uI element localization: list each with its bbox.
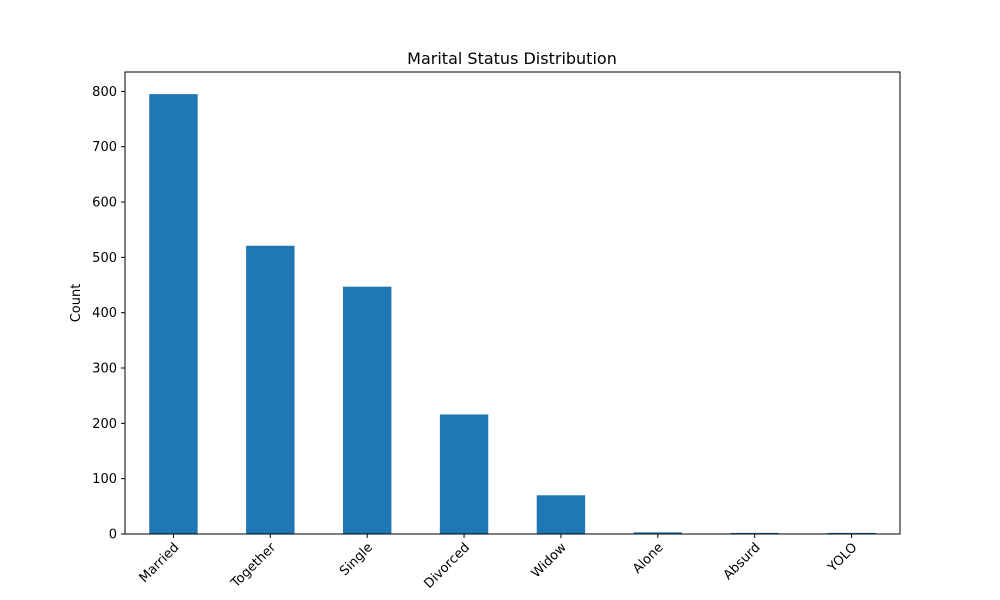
y-tick-label: 100 <box>92 472 117 487</box>
bar-single <box>342 286 392 534</box>
bar-divorced <box>439 414 489 534</box>
y-tick-label: 600 <box>92 196 117 211</box>
x-tick-label: Widow <box>529 540 570 581</box>
x-axis-ticks: Married Together Single Divorced Widow Alone A… <box>137 534 861 592</box>
y-tick-label: 0 <box>109 528 117 543</box>
y-tick-label: 200 <box>92 417 117 432</box>
x-tick-label: Married <box>137 540 183 586</box>
y-axis-label: Count <box>69 284 84 323</box>
y-tick-label: 700 <box>92 140 117 155</box>
bar-alone <box>633 532 683 534</box>
x-tick-label: Single <box>337 540 376 579</box>
bars <box>149 94 876 534</box>
y-tick-label: 500 <box>92 251 117 266</box>
bar-absurd <box>730 532 779 534</box>
bar-together <box>246 245 295 534</box>
x-tick-label: YOLO <box>825 540 861 576</box>
x-tick-label: Divorced <box>421 540 472 591</box>
bar-widow <box>536 495 586 534</box>
x-tick-label: Absurd <box>721 540 764 583</box>
y-tick-label: 400 <box>92 306 117 321</box>
x-tick-label: Together <box>228 540 280 592</box>
y-axis-ticks: 0 100 200 300 400 500 600 700 800 <box>92 85 125 543</box>
y-tick-label: 300 <box>92 362 117 377</box>
x-tick-label: Alone <box>630 540 667 577</box>
bar-married <box>149 94 198 534</box>
y-tick-label: 800 <box>92 85 117 100</box>
chart-title: Marital Status Distribution <box>407 49 617 68</box>
plot-frame <box>124 71 901 535</box>
bar-yolo <box>827 532 876 534</box>
